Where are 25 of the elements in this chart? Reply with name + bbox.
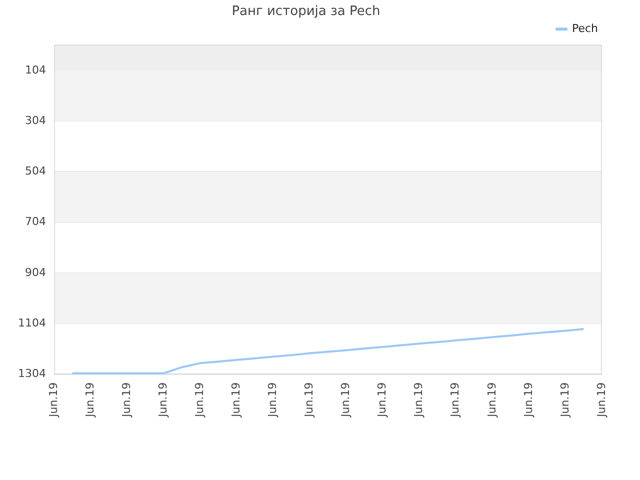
legend-label: Pech xyxy=(572,22,598,35)
x-tick-label: Jun.19 xyxy=(230,382,243,418)
y-tick-label: 104 xyxy=(24,63,46,76)
y-tick-label: 504 xyxy=(24,164,46,178)
y-tick-label: 1304 xyxy=(18,367,46,380)
x-tick-label: Jun.19 xyxy=(266,382,280,418)
x-tick-label: Jun.19 xyxy=(522,382,535,418)
x-tick-label: Jun.19 xyxy=(302,382,316,418)
x-tick-label: Jun.19 xyxy=(83,382,96,418)
x-tick-label: Jun.19 xyxy=(120,382,133,418)
x-tick-label: Jun.19 xyxy=(448,382,462,418)
x-tick-label: Jun.19 xyxy=(192,382,206,418)
x-tick-label: Jun.19 xyxy=(594,382,608,418)
y-tick-label: 704 xyxy=(24,215,46,228)
x-tick-label: Jun.19 xyxy=(156,382,170,418)
y-tick-label: 904 xyxy=(24,266,46,279)
x-tick-label: Jun.19 xyxy=(376,382,389,418)
y-tick-label: 1104 xyxy=(18,316,46,330)
x-tick-label: Jun.19 xyxy=(412,382,426,418)
x-tick-label: Jun.19 xyxy=(485,382,498,418)
x-tick-label: Jun.19 xyxy=(46,382,60,418)
x-tick-label: Jun.19 xyxy=(339,382,352,418)
x-tick-label: Jun.19 xyxy=(558,382,572,418)
chart-title: Ранг историја за Pech xyxy=(232,4,380,20)
y-tick-label: 304 xyxy=(24,114,46,127)
